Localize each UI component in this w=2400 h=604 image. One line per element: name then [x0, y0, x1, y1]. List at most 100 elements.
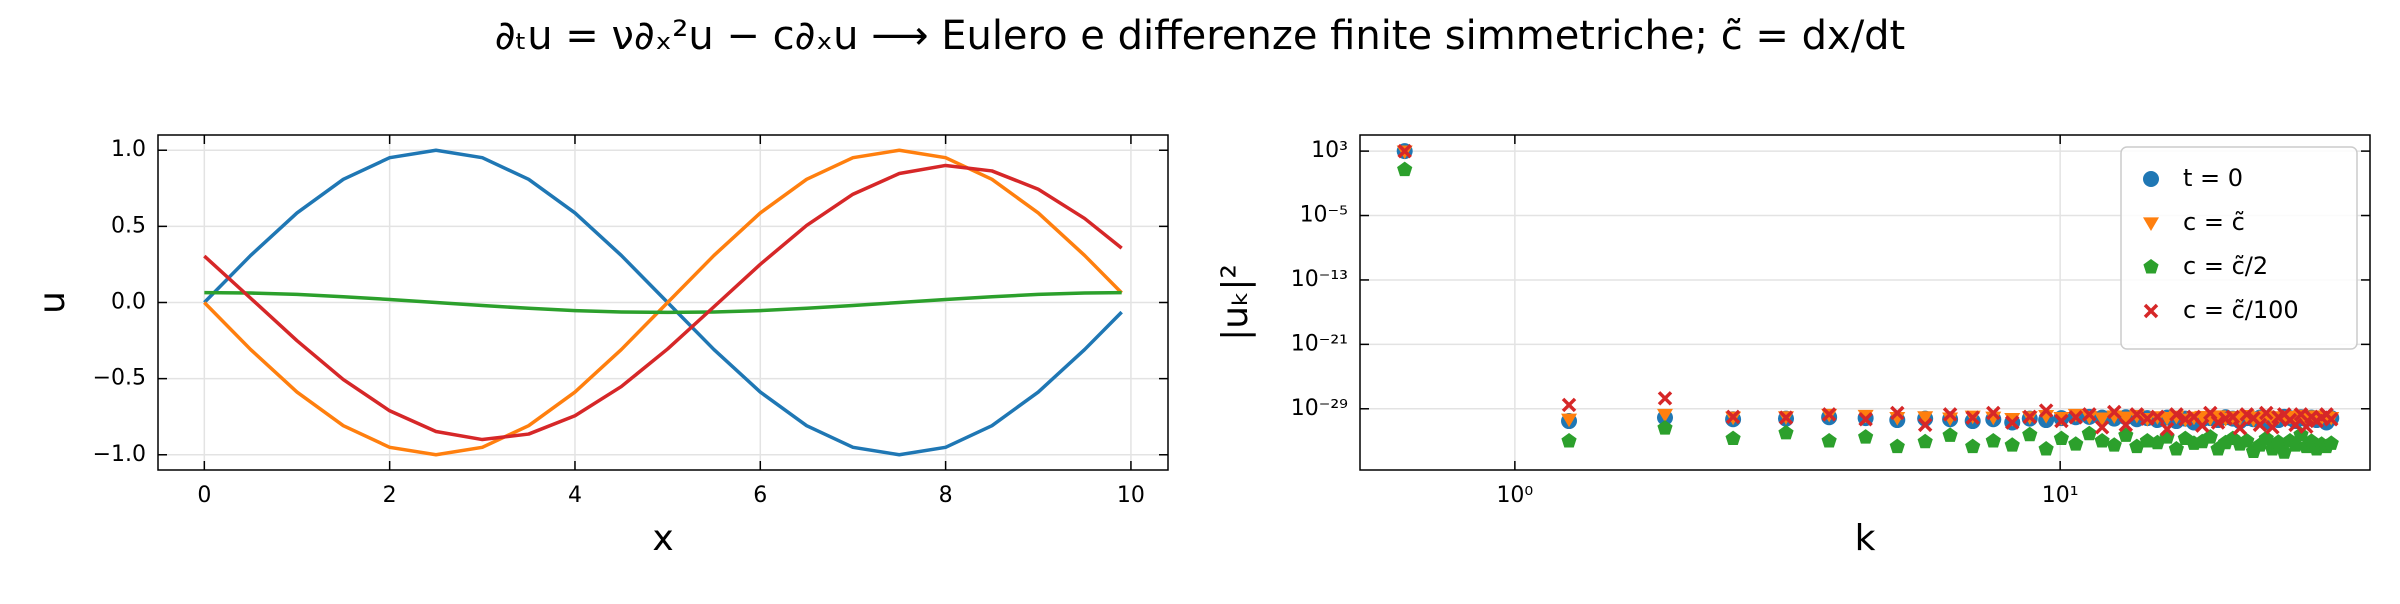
y-tick-label: −1.0: [93, 442, 146, 467]
y-axis-label: u: [32, 291, 73, 314]
marker: [2094, 420, 2110, 435]
plot-frame: [157, 134, 1169, 471]
marker: [2265, 420, 2280, 435]
line: [203, 148, 1123, 457]
marker: [1942, 407, 1958, 422]
x-tick-label: 10¹: [2042, 483, 2079, 508]
marker: [1942, 427, 1958, 442]
marker: [2004, 437, 2020, 452]
legend-marker: [2143, 171, 2159, 187]
marker: [1917, 417, 1933, 433]
line: [204, 290, 1122, 315]
marker: [1657, 420, 1673, 435]
marker: [1725, 409, 1741, 425]
marker: [2323, 435, 2339, 450]
marker: [1942, 412, 1959, 427]
marker: [2232, 420, 2248, 436]
legend-box: [2120, 146, 2358, 350]
marker: [1858, 412, 1873, 427]
marker: [2129, 438, 2145, 454]
marker: [2150, 409, 2165, 425]
marker: [2195, 418, 2210, 433]
legend-marker: [2143, 217, 2159, 231]
marker: [2169, 407, 2184, 422]
marker: [1917, 433, 1933, 449]
marker: [2094, 412, 2111, 427]
legend-label: c = c̃: [2183, 208, 2245, 236]
y-axis-label: |uₖ|²: [1215, 264, 1256, 341]
marker: [2107, 404, 2122, 420]
marker: [1397, 161, 1413, 177]
marker: [1965, 410, 1980, 425]
y-tick-label: 10⁻⁵: [1300, 203, 1348, 228]
marker: [2129, 407, 2145, 422]
marker: [2005, 415, 2020, 430]
marker: [2225, 409, 2241, 425]
marker: [1821, 407, 1837, 422]
marker: [1778, 410, 1794, 425]
y-tick-label: 0.0: [111, 290, 146, 315]
line: [203, 163, 1123, 442]
marker: [1986, 405, 2001, 421]
marker: [2038, 403, 2054, 418]
marker: [2210, 415, 2226, 430]
marker: [2022, 426, 2038, 442]
y-tick-label: 1.0: [111, 137, 146, 162]
marker: [2252, 417, 2268, 433]
y-tick-label: −0.5: [93, 366, 146, 391]
marker: [1889, 438, 1905, 454]
marker: [2299, 419, 2314, 434]
marker: [1965, 438, 1981, 454]
legend-label: c = c̃/100: [2183, 296, 2299, 324]
marker: [2094, 432, 2110, 448]
x-tick-label: 6: [753, 483, 767, 508]
marker: [2068, 436, 2084, 451]
y-tick-label: 10⁻²¹: [1291, 331, 1348, 356]
marker: [1890, 405, 1905, 421]
x-tick-label: 4: [568, 483, 582, 508]
marker: [2270, 434, 2287, 449]
x-tick-label: 8: [939, 483, 953, 508]
y-tick-label: 10³: [1311, 138, 1348, 163]
figure-title: ∂ₜu = ν∂ₓ²u − c∂ₓu ⟶ Eulero e differenze…: [495, 13, 1906, 59]
x-tick-label: 0: [197, 483, 211, 508]
plot-frame: [1359, 134, 2371, 471]
marker: [1561, 397, 1577, 413]
marker: [1656, 408, 1673, 423]
marker: [1725, 430, 1741, 446]
marker: [2081, 425, 2097, 441]
marker: [2239, 432, 2255, 448]
marker: [2082, 407, 2097, 422]
x-axis-label: x: [652, 518, 673, 559]
y-tick-label: 0.5: [111, 213, 146, 238]
marker: [1821, 432, 1837, 448]
y-tick-label: 10⁻¹³: [1291, 267, 1348, 292]
marker: [2054, 413, 2069, 429]
x-tick-label: 2: [383, 483, 397, 508]
marker: [2276, 444, 2292, 459]
marker: [2259, 405, 2274, 421]
marker: [2324, 412, 2339, 427]
marker: [2081, 410, 2098, 425]
marker: [2202, 429, 2218, 444]
marker: [2258, 430, 2274, 446]
marker: [2293, 407, 2309, 422]
legend-label: c = c̃/2: [2183, 252, 2268, 280]
legend-label: t = 0: [2183, 164, 2243, 192]
marker: [2106, 437, 2122, 452]
marker: [2118, 417, 2134, 433]
legend-marker: [2143, 259, 2159, 274]
marker: [1561, 413, 1578, 428]
marker: [1397, 143, 1412, 159]
marker: [2068, 409, 2083, 425]
x-tick-label: 10: [1117, 483, 1145, 508]
marker: [2168, 441, 2184, 456]
marker: [1657, 391, 1673, 406]
legend-marker: [2143, 303, 2159, 319]
x-tick-label: 10⁰: [1496, 483, 1533, 508]
marker: [1561, 432, 1577, 448]
